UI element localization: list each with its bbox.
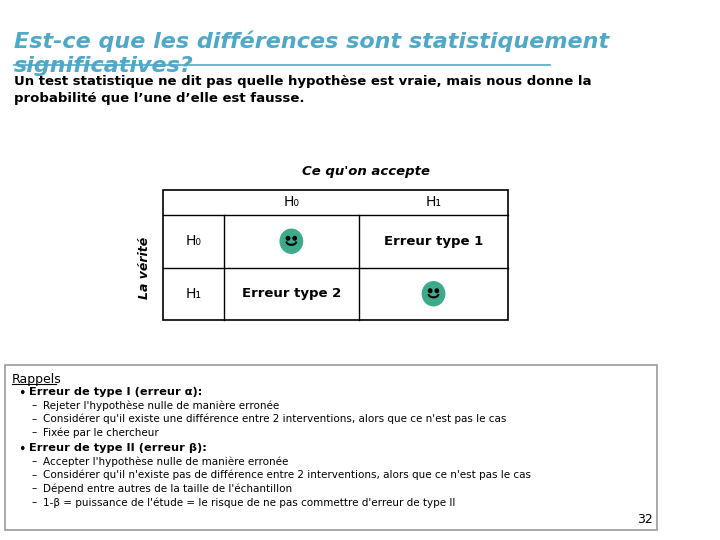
Text: Accepter l'hypothèse nulle de manière erronée: Accepter l'hypothèse nulle de manière er… — [43, 456, 288, 467]
Circle shape — [287, 237, 289, 240]
Text: H₀: H₀ — [186, 234, 202, 248]
Text: –: – — [32, 497, 37, 507]
Circle shape — [428, 289, 432, 293]
Text: Erreur de type I (erreur α):: Erreur de type I (erreur α): — [29, 387, 202, 397]
Text: Dépend entre autres de la taille de l'échantillon: Dépend entre autres de la taille de l'éc… — [43, 483, 292, 494]
Text: Considérer qu'il n'existe pas de différence entre 2 interventions, alors que ce : Considérer qu'il n'existe pas de différe… — [43, 470, 531, 481]
Circle shape — [293, 237, 297, 240]
Text: –: – — [32, 483, 37, 494]
Text: Rejeter l'hypothèse nulle de manière erronée: Rejeter l'hypothèse nulle de manière err… — [43, 401, 279, 411]
Text: –: – — [32, 428, 37, 437]
Text: Erreur type 1: Erreur type 1 — [384, 235, 483, 248]
Text: Erreur de type II (erreur β):: Erreur de type II (erreur β): — [29, 443, 207, 453]
Text: 1-β = puissance de l'étude = le risque de ne pas commettre d'erreur de type II: 1-β = puissance de l'étude = le risque d… — [43, 497, 455, 508]
Circle shape — [435, 289, 438, 293]
Text: Erreur type 2: Erreur type 2 — [242, 287, 341, 300]
Text: –: – — [32, 401, 37, 410]
Circle shape — [280, 230, 302, 253]
Bar — [163, 190, 508, 320]
Text: Fixée par le chercheur: Fixée par le chercheur — [43, 428, 158, 438]
Text: La vérité: La vérité — [138, 237, 151, 299]
Text: H₀: H₀ — [284, 195, 300, 210]
Text: Considérer qu'il existe une différence entre 2 interventions, alors que ce n'est: Considérer qu'il existe une différence e… — [43, 414, 506, 424]
Text: –: – — [32, 470, 37, 480]
Circle shape — [423, 282, 445, 306]
Text: –: – — [32, 414, 37, 424]
Bar — [4, 365, 657, 530]
Text: Un test statistique ne dit pas quelle hypothèse est vraie, mais nous donne la
pr: Un test statistique ne dit pas quelle hy… — [14, 75, 592, 105]
Text: H₁: H₁ — [426, 195, 441, 210]
Text: •: • — [18, 443, 25, 456]
Text: Est-ce que les différences sont statistiquement
significatives?: Est-ce que les différences sont statisti… — [14, 30, 609, 76]
Text: H₁: H₁ — [186, 287, 202, 301]
Text: •: • — [18, 387, 25, 400]
Text: Ce qu'on accepte: Ce qu'on accepte — [302, 165, 430, 179]
Text: 32: 32 — [637, 513, 652, 526]
Text: Rappels: Rappels — [12, 373, 62, 386]
Text: –: – — [32, 456, 37, 467]
